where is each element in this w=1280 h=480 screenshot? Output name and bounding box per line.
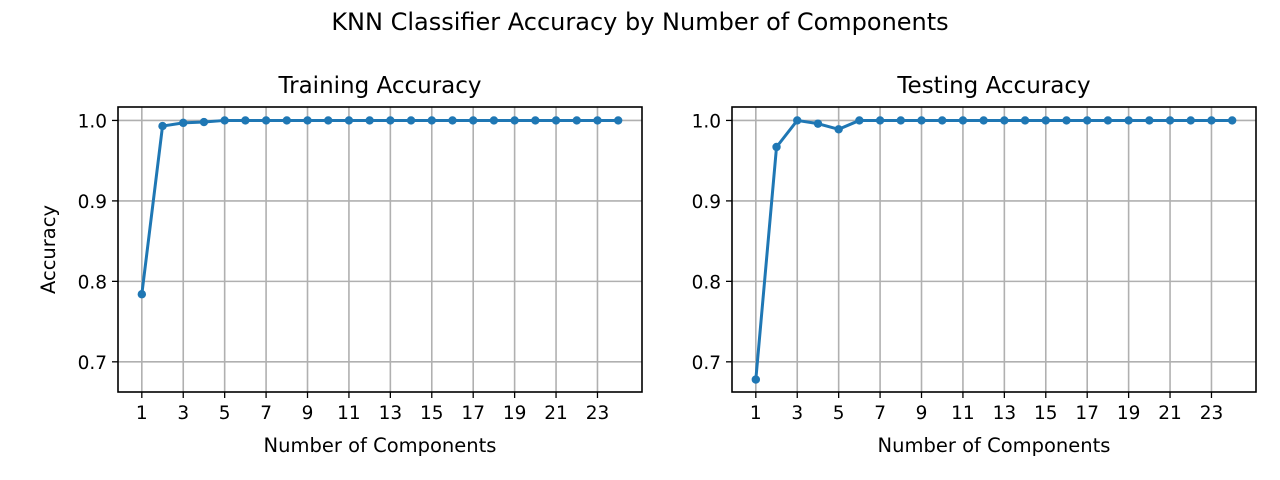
- testing-y-tick-label: 1.0: [692, 111, 721, 132]
- testing-x-tick-label: 9: [916, 403, 928, 424]
- testing-x-tick-label: 19: [1117, 403, 1141, 424]
- training-data-point: [261, 116, 271, 125]
- testing-data-point: [772, 142, 781, 152]
- testing-data-point: [855, 116, 864, 125]
- training-y-tick-label: 0.7: [78, 353, 107, 374]
- training-x-tick-label: 15: [420, 403, 444, 424]
- testing-data-point: [1227, 116, 1237, 125]
- testing-x-tick-label: 3: [791, 403, 803, 424]
- training-data-point: [303, 116, 312, 125]
- training-x-tick-label: 5: [219, 403, 231, 424]
- training-data-point: [137, 290, 147, 299]
- training-data-point: [324, 116, 333, 125]
- training-x-tick-label: 11: [337, 403, 361, 424]
- testing-data-point: [1145, 116, 1154, 125]
- training-data-point: [158, 121, 167, 131]
- training-chart-title: Training Accuracy: [277, 73, 481, 99]
- training-y-axis-label: Accuracy: [37, 205, 60, 294]
- testing-data-point: [1165, 116, 1175, 125]
- training-x-axis-label: Number of Components: [264, 434, 497, 457]
- testing-x-tick-label: 11: [951, 403, 975, 424]
- training-data-point: [282, 116, 291, 125]
- training-series-line: [140, 118, 620, 296]
- testing-data-point: [938, 116, 947, 125]
- training-x-tick-label: 3: [177, 403, 189, 424]
- testing-data-point: [1041, 116, 1050, 125]
- training-x-tick-label: 9: [302, 403, 314, 424]
- training-data-point: [613, 116, 623, 125]
- testing-data-point: [1062, 116, 1071, 125]
- training-y-tick-label: 0.8: [78, 272, 107, 293]
- testing-data-point: [979, 116, 988, 125]
- training-data-point: [241, 116, 250, 125]
- testing-data-point: [1083, 116, 1092, 125]
- testing-y-tick-label: 0.7: [692, 353, 721, 374]
- testing-data-point: [1020, 116, 1030, 125]
- training-y-tick-label: 0.9: [78, 192, 107, 213]
- testing-data-point: [793, 116, 802, 125]
- training-data-point: [199, 117, 209, 127]
- testing-y-tick-label: 0.9: [692, 192, 721, 213]
- training-data-point: [220, 116, 229, 125]
- testing-data-point: [813, 119, 823, 128]
- testing-data-point: [1186, 116, 1195, 125]
- testing-data-point: [875, 116, 885, 125]
- testing-x-tick-label: 21: [1158, 403, 1182, 424]
- testing-data-point: [834, 125, 843, 134]
- testing-chart-title: Testing Accuracy: [896, 73, 1090, 99]
- training-data-point: [365, 116, 374, 125]
- testing-data-point: [958, 116, 968, 125]
- training-data-point: [593, 116, 602, 125]
- training-data-point: [510, 116, 519, 125]
- testing-x-axis-label: Number of Components: [878, 434, 1111, 457]
- training-data-point: [386, 116, 395, 125]
- testing-data-point: [1103, 116, 1113, 125]
- training-x-tick-label: 17: [461, 403, 485, 424]
- training-x-tick-label: 7: [260, 403, 272, 424]
- training-data-point: [179, 118, 188, 128]
- testing-data-point: [1207, 116, 1216, 125]
- testing-y-tick-label: 0.8: [692, 272, 721, 293]
- training-data-point: [572, 116, 581, 125]
- testing-data-point: [896, 116, 905, 125]
- training-x-tick-label: 21: [544, 403, 568, 424]
- training-data-point: [427, 116, 436, 125]
- training-data-point: [406, 116, 416, 125]
- training-data-point: [344, 116, 354, 125]
- testing-data-point: [1000, 116, 1009, 125]
- testing-data-point: [1124, 116, 1133, 125]
- training-accuracy-chart: 1 3 5 7 9 11 13 15 17 19 21 230.70.80.91.0Training …: [37, 73, 643, 457]
- training-x-tick-label: 1: [136, 403, 148, 424]
- training-y-tick-label: 1.0: [78, 111, 107, 132]
- figure-suptitle: KNN Classifier Accuracy by Number of Com…: [331, 8, 948, 36]
- testing-x-tick-label: 1: [750, 403, 762, 424]
- training-data-point: [489, 116, 499, 125]
- testing-data-point: [917, 116, 926, 125]
- training-x-tick-label: 13: [379, 403, 403, 424]
- training-data-point: [551, 116, 561, 125]
- training-data-point: [531, 116, 540, 125]
- testing-x-tick-label: 17: [1075, 403, 1099, 424]
- testing-axes-frame: [731, 106, 1257, 393]
- training-data-point: [469, 116, 478, 125]
- testing-data-point: [751, 375, 761, 384]
- testing-x-tick-label: 15: [1034, 403, 1058, 424]
- testing-x-tick-label: 23: [1200, 403, 1224, 424]
- testing-x-tick-label: 13: [993, 403, 1017, 424]
- training-x-tick-label: 19: [503, 403, 527, 424]
- testing-series-line: [754, 118, 1234, 382]
- training-axes-frame: [117, 106, 643, 393]
- testing-x-tick-label: 5: [833, 403, 845, 424]
- training-x-tick-label: 23: [586, 403, 610, 424]
- training-data-point: [448, 116, 457, 125]
- testing-x-tick-label: 7: [874, 403, 886, 424]
